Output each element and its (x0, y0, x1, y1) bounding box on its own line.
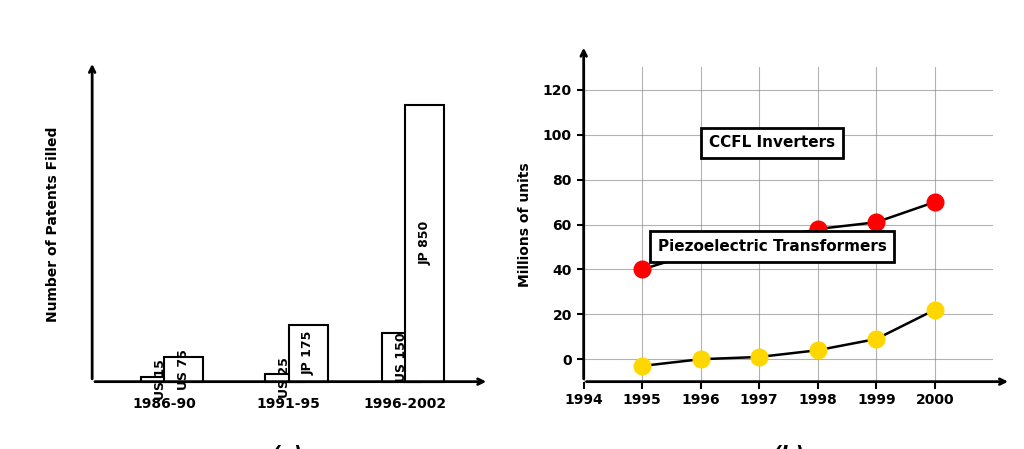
Text: US 15: US 15 (154, 359, 167, 400)
Text: US 25: US 25 (279, 357, 291, 398)
Text: Number of Patents Filled: Number of Patents Filled (46, 127, 60, 322)
Text: (b): (b) (772, 445, 805, 449)
Bar (265, 374, 304, 382)
Text: US 75: US 75 (177, 349, 190, 390)
Bar (141, 377, 180, 382)
Text: 1996-2002: 1996-2002 (364, 397, 446, 411)
Bar (289, 325, 328, 382)
Text: CCFL Inverters: CCFL Inverters (709, 135, 836, 150)
Y-axis label: Millions of units: Millions of units (518, 162, 531, 287)
Bar (164, 357, 203, 382)
Text: US 150: US 150 (395, 332, 408, 382)
Text: 1986-90: 1986-90 (132, 397, 196, 411)
Text: (a): (a) (271, 445, 302, 449)
Text: JP 175: JP 175 (302, 331, 314, 375)
Text: 1991-95: 1991-95 (257, 397, 321, 411)
Bar (382, 333, 421, 382)
Bar (406, 105, 444, 382)
Text: Piezoelectric Transformers: Piezoelectric Transformers (657, 239, 887, 254)
Text: JP 850: JP 850 (419, 221, 431, 265)
